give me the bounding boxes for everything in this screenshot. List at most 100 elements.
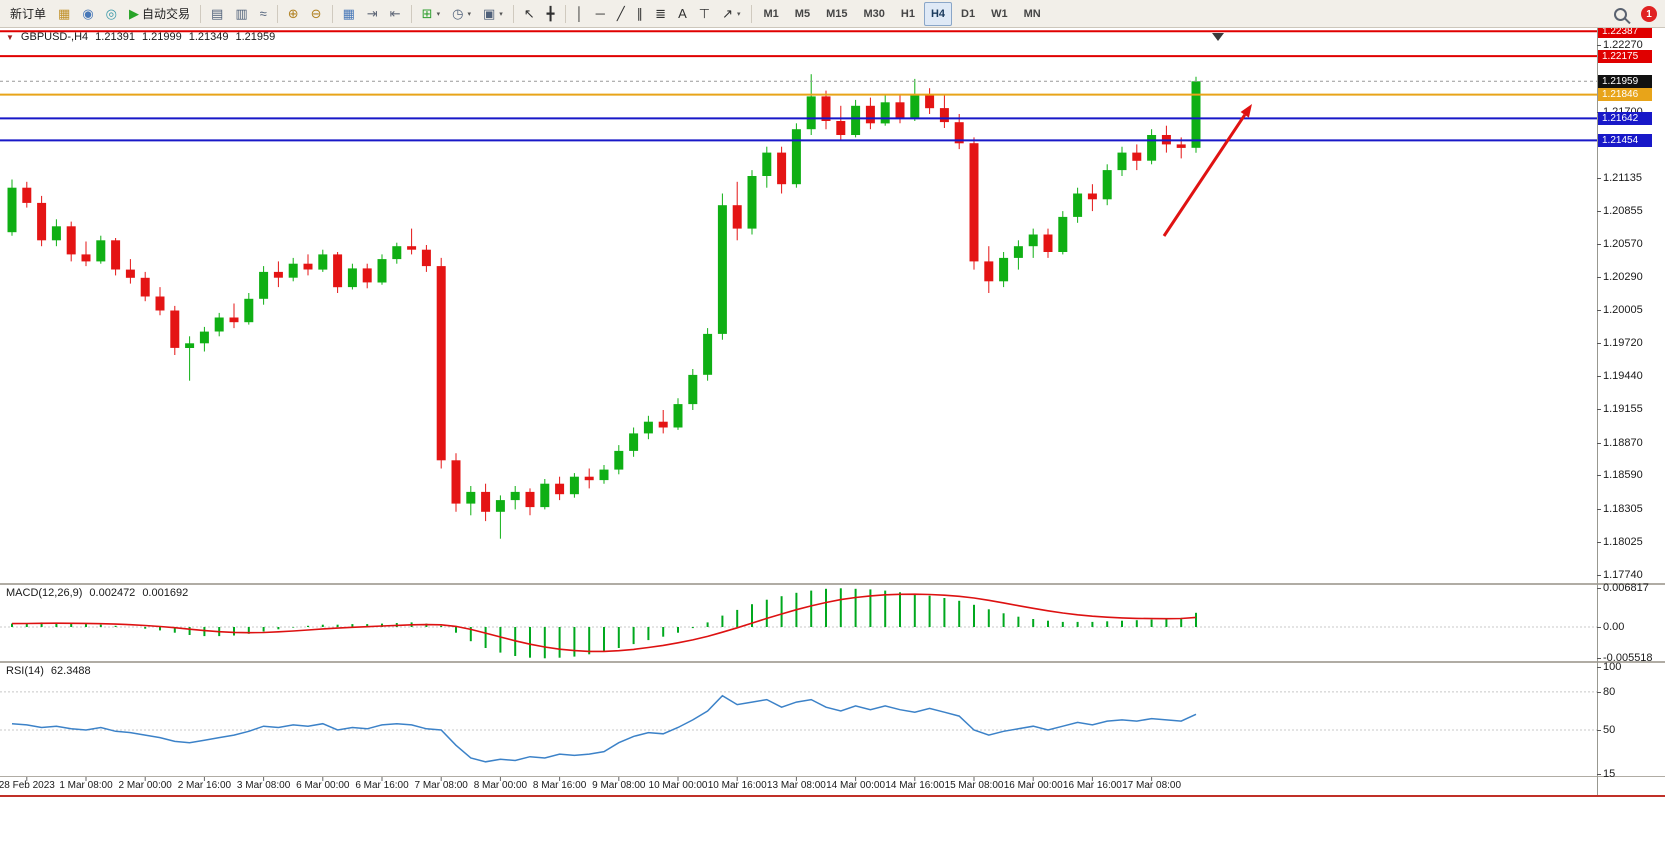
label-icon[interactable]: ⊤	[694, 2, 715, 26]
bar-chart-icon-glyph: ▤	[211, 6, 224, 21]
window-bottom-border	[0, 795, 1665, 797]
auto-scroll-icon-glyph: ⇥	[366, 6, 378, 21]
notification-badge[interactable]: 1	[1641, 6, 1657, 22]
zoom-in-icon[interactable]: ⊕	[283, 2, 304, 26]
price-axis-label: 1.20290	[1603, 270, 1643, 283]
time-axis-label: 9 Mar 08:00	[592, 780, 646, 791]
templates-icon[interactable]: ▣ ▾	[478, 2, 508, 26]
timeframe-m1-button[interactable]: M1	[757, 2, 786, 26]
timeframe-m15-button[interactable]: M15	[819, 2, 854, 26]
dropdown-caret-icon: ▾	[736, 10, 741, 18]
timeframe-m5-button[interactable]: M5	[788, 2, 817, 26]
bar-chart-icon[interactable]: ▤	[206, 2, 228, 26]
axis-tick	[1597, 774, 1601, 776]
community-icon[interactable]: ◎	[101, 2, 122, 26]
timeframe-d1-button[interactable]: D1	[954, 2, 982, 26]
line-chart-icon-glyph: ≈	[259, 6, 267, 21]
new-order-button[interactable]: 新订单	[5, 2, 51, 26]
fibonacci-icon[interactable]: ≣	[650, 2, 671, 26]
timeframe-d1-button-label: D1	[961, 7, 976, 20]
chart-shift-icon[interactable]: ⇤	[385, 2, 406, 26]
timeframe-m15-button-label: M15	[826, 7, 848, 20]
rsi-value: 62.3488	[50, 665, 91, 677]
price-axis-label: 1.18025	[1603, 535, 1643, 548]
price-axis-label: 1.18870	[1603, 436, 1643, 449]
time-axis-label: 2 Mar 00:00	[118, 780, 172, 791]
dropdown-caret-icon: ▾	[467, 10, 471, 18]
trendline-icon[interactable]: ╱	[612, 2, 630, 26]
autotrading-button-label: 自动交易	[142, 7, 191, 21]
time-axis-label: 17 Mar 08:00	[1122, 780, 1182, 791]
support-line-2-price-badge: 1.21454	[1598, 133, 1652, 147]
timeframe-mn-button[interactable]: MN	[1017, 2, 1048, 26]
resistance-line-1-price-badge: 1.22387	[1598, 24, 1652, 38]
periods-icon-glyph: ◷	[452, 6, 464, 21]
zoom-in-icon-glyph: ⊕	[287, 6, 299, 21]
toolbar-separator	[200, 4, 202, 23]
vertical-line-icon-glyph: │	[575, 6, 584, 21]
toolbar-items: 新订单 ▦ ◉ ◎ ▶ 自动交易 ▤ ▥ ≈ ⊕ ⊖ ▦ ⇥ ⇤ ⊞ ▾ ◷ ▾ ▣ ▾ ↖ ╋ │ ─ ╱ ∥ ≣ A ⊤ ↗ ▾ M1 M5…	[0, 0, 1049, 27]
time-axis-label: 6 Mar 16:00	[355, 780, 409, 791]
timeframe-h4-button-label: H4	[930, 7, 945, 20]
timeframe-w1-button[interactable]: W1	[984, 2, 1015, 26]
cursor-icon-glyph: ↖	[523, 6, 535, 21]
fibonacci-icon-glyph: ≣	[655, 6, 667, 21]
vertical-line-icon[interactable]: │	[571, 2, 589, 26]
text-icon[interactable]: A	[673, 2, 692, 26]
market-watch-icon[interactable]: ▦	[53, 2, 75, 26]
candlestick-chart-icon[interactable]: ▥	[230, 2, 252, 26]
chart-shift-icon-glyph: ⇤	[389, 6, 401, 21]
arrows-icon[interactable]: ↗ ▾	[717, 2, 745, 26]
channel-icon[interactable]: ∥	[632, 2, 649, 26]
macd-histogram	[11, 588, 1197, 659]
time-axis-label: 16 Mar 16:00	[1062, 780, 1122, 791]
toolbar-separator	[331, 4, 333, 23]
trend-arrow-object[interactable]	[1162, 104, 1252, 237]
autotrading-button[interactable]: ▶ 自动交易	[124, 2, 195, 26]
axis-tick	[1597, 210, 1601, 212]
cursor-icon[interactable]: ↖	[519, 2, 540, 26]
horizontal-line-icon[interactable]: ─	[591, 2, 610, 26]
toolbar-right: 1	[1614, 0, 1657, 28]
chart-shift-marker[interactable]	[1212, 33, 1224, 41]
indicators-icon[interactable]: ⊞ ▾	[417, 2, 445, 26]
price-axis-label: 1.20855	[1603, 204, 1643, 217]
axis-tick	[1597, 730, 1601, 732]
time-axis-label: 14 Mar 16:00	[885, 780, 945, 791]
time-axis-label: 15 Mar 08:00	[944, 780, 1004, 791]
axis-tick	[1597, 588, 1601, 590]
timeframe-m30-button[interactable]: M30	[856, 2, 891, 26]
trendline-icon-glyph: ╱	[616, 6, 625, 21]
axis-tick	[1597, 409, 1601, 411]
periods-icon[interactable]: ◷ ▾	[447, 2, 476, 26]
profiles-icon[interactable]: ◉	[77, 2, 98, 26]
rsi-indicator-header: RSI(14) 62.3488	[6, 665, 91, 677]
time-axis-label: 8 Mar 00:00	[473, 780, 528, 791]
crosshair-icon[interactable]: ╋	[542, 2, 560, 26]
price-axis-label: 1.19155	[1603, 403, 1643, 416]
tile-windows-icon[interactable]: ▦	[338, 2, 360, 26]
timeframe-m30-button-label: M30	[863, 7, 885, 20]
time-axis-label: 14 Mar 00:00	[826, 780, 886, 791]
label-icon-glyph: ⊤	[698, 6, 711, 21]
line-chart-icon[interactable]: ≈	[255, 2, 272, 26]
horizontal-line-objects[interactable]	[0, 30, 1597, 142]
axis-tick	[1597, 626, 1601, 628]
autotrading-button-glyph: ▶	[129, 6, 139, 21]
resistance-line-2-price-badge: 1.22175	[1598, 49, 1652, 63]
axis-tick	[1597, 666, 1601, 668]
auto-scroll-icon[interactable]: ⇥	[362, 2, 383, 26]
channel-icon-glyph: ∥	[636, 6, 644, 21]
price-axis-label: 1.20005	[1603, 303, 1643, 316]
time-axis-label: 13 Mar 08:00	[766, 780, 826, 791]
timeframe-h1-button[interactable]: H1	[894, 2, 922, 26]
timeframe-w1-button-label: W1	[991, 7, 1008, 20]
low-value: 1.21349	[188, 31, 229, 43]
macd-axis-label: 0.00	[1603, 620, 1625, 633]
macd-main-value: 0.002472	[89, 587, 136, 599]
zoom-out-icon[interactable]: ⊖	[306, 2, 327, 26]
tile-windows-icon-glyph: ▦	[342, 6, 355, 21]
timeframe-h4-button[interactable]: H4	[923, 1, 952, 26]
search-icon[interactable]	[1614, 7, 1627, 21]
